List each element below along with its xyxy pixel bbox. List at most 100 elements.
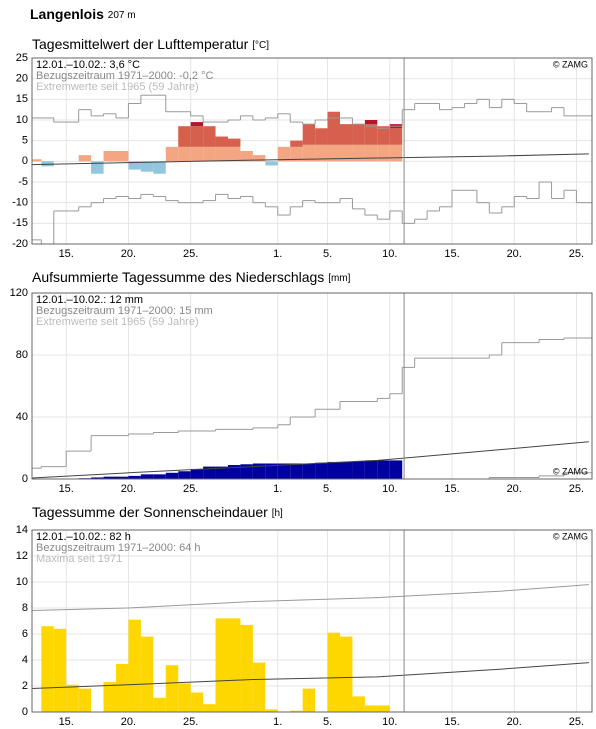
bar — [377, 126, 390, 145]
info-text: Bezugszeitraum 1971–2000: 15 mm — [36, 305, 213, 317]
x-tick-label: 1. — [273, 248, 282, 260]
bar — [302, 124, 316, 145]
bar — [389, 144, 403, 162]
x-tick-label: 10. — [382, 716, 397, 728]
bar — [91, 477, 104, 479]
bar — [252, 463, 266, 479]
bar — [302, 144, 316, 162]
bar — [340, 461, 353, 479]
bar — [203, 146, 216, 162]
header: Langenlois 207 m — [30, 6, 136, 22]
bar — [140, 636, 154, 712]
bar — [190, 126, 204, 147]
bar — [377, 460, 390, 479]
station-name: Langenlois — [30, 6, 104, 22]
x-tick-label: 20. — [121, 248, 136, 260]
x-tick-label: 1. — [273, 716, 282, 728]
bar — [203, 466, 216, 479]
bar — [290, 463, 303, 479]
bar — [128, 475, 141, 479]
panel-title-text: Aufsummierte Tagessumme des Niederschlag… — [32, 269, 324, 285]
bar — [165, 146, 179, 162]
bar — [103, 151, 116, 162]
info-text: Extremwerte seit 1965 (59 Jahre) — [36, 81, 199, 93]
y-tick-label: 25 — [16, 52, 28, 64]
x-tick-label: 20. — [507, 248, 522, 260]
station-altitude: 207 m — [108, 10, 136, 21]
x-tick-label: 25. — [569, 716, 584, 728]
bar — [265, 161, 278, 166]
x-tick-label: 20. — [507, 716, 522, 728]
bar — [78, 688, 92, 712]
info-text: 12.01.–10.02.: 82 h — [36, 531, 131, 543]
bar — [215, 136, 228, 147]
bar — [140, 161, 154, 172]
y-tick-label: 0 — [22, 706, 28, 718]
panel-unit: [h] — [272, 508, 283, 519]
info-text: Maxima seit 1971 — [36, 553, 122, 565]
bar — [290, 140, 303, 147]
info-text: 12.01.–10.02.: 3,6 °C — [36, 59, 140, 71]
y-tick-label: 0 — [22, 473, 28, 485]
bar — [327, 461, 340, 479]
bar — [103, 682, 116, 712]
plot-area — [32, 58, 592, 244]
reference-line — [32, 662, 589, 689]
bar — [53, 628, 67, 712]
x-tick-label: 15. — [444, 248, 459, 260]
x-tick-label: 20. — [121, 483, 136, 495]
bar — [340, 636, 353, 712]
y-tick-label: 15 — [16, 93, 28, 105]
bar — [178, 471, 191, 479]
y-tick-label: 14 — [16, 524, 28, 536]
bar — [277, 146, 291, 162]
bar — [265, 709, 278, 712]
reference-line — [32, 584, 589, 612]
bar — [352, 124, 365, 145]
bar — [277, 463, 291, 479]
x-tick-label: 15. — [444, 483, 459, 495]
bar — [66, 684, 79, 712]
y-tick-label: 40 — [16, 411, 28, 423]
bar — [240, 464, 253, 479]
bar — [315, 462, 328, 479]
info-text: Extremwerte seit 1965 (59 Jahre) — [36, 316, 199, 328]
bar — [153, 697, 166, 712]
bar — [190, 468, 204, 479]
bar — [228, 618, 241, 712]
bar — [240, 151, 253, 162]
bar — [165, 665, 179, 712]
x-tick-label: 10. — [382, 248, 397, 260]
x-tick-label: 15. — [444, 716, 459, 728]
x-tick-label: 20. — [121, 716, 136, 728]
x-tick-label: 25. — [183, 483, 198, 495]
bar — [165, 472, 179, 479]
y-tick-label: 5 — [22, 135, 28, 147]
plot-area — [32, 530, 592, 712]
bar — [190, 122, 204, 127]
reference-line — [32, 441, 589, 479]
y-tick-label: -20 — [12, 238, 28, 250]
bar — [340, 124, 353, 145]
plot-frame — [31, 57, 593, 245]
bar — [228, 138, 241, 147]
y-tick-label: -10 — [12, 197, 28, 209]
info-text: 12.01.–10.02.: 12 mm — [36, 294, 143, 306]
bar — [352, 696, 365, 712]
bar — [389, 460, 403, 479]
y-tick-label: 8 — [22, 602, 28, 614]
bar — [178, 683, 191, 712]
x-tick-label: 20. — [507, 483, 522, 495]
bar — [153, 161, 166, 174]
bar — [327, 632, 340, 712]
bar — [228, 465, 241, 479]
bar — [116, 663, 129, 712]
y-tick-label: 20 — [16, 73, 28, 85]
panel-title: Aufsummierte Tagessumme des Niederschlag… — [32, 269, 351, 285]
bar — [252, 662, 266, 712]
bar — [215, 618, 228, 712]
bar — [203, 126, 216, 147]
panel-unit: [mm] — [328, 273, 350, 284]
bar — [128, 161, 141, 170]
bar — [240, 624, 253, 712]
